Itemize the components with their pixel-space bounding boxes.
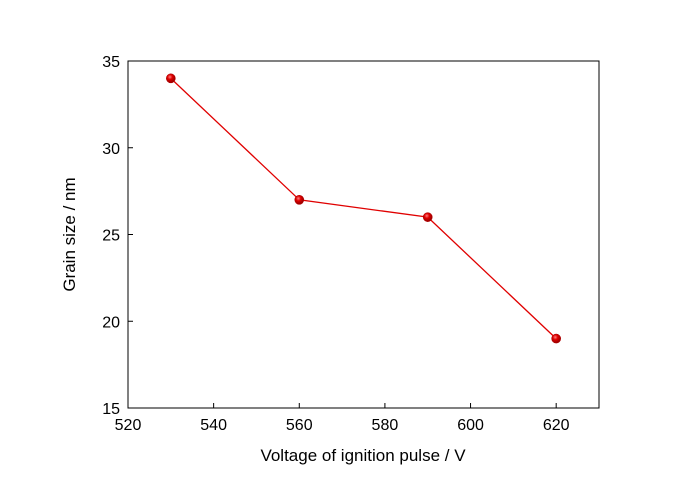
x-tick-label: 520	[115, 417, 142, 434]
y-tick-label: 35	[102, 54, 120, 71]
x-tick-label: 620	[543, 417, 570, 434]
y-tick-label: 30	[102, 141, 120, 158]
series-layer	[166, 73, 561, 344]
data-point	[294, 195, 305, 205]
data-point	[422, 212, 433, 222]
x-tick-label: 540	[200, 417, 227, 434]
plot-frame	[127, 60, 600, 409]
x-axis-label: Voltage of ignition pulse / V	[260, 446, 466, 465]
x-tick-label: 560	[286, 417, 313, 434]
x-tick-label: 600	[457, 417, 484, 434]
data-point	[551, 333, 561, 344]
y-tick-label: 25	[102, 228, 120, 245]
y-axis: 15 20 25 30 35	[102, 54, 133, 418]
y-tick-label: 15	[102, 401, 120, 418]
y-tick-label: 20	[102, 314, 120, 331]
y-axis-label: Grain size / nm	[60, 177, 79, 291]
x-tick-label: 580	[372, 417, 399, 434]
series-line	[170, 77, 557, 340]
x-axis: 520 540 560 580 600 620	[115, 403, 570, 434]
data-point	[166, 73, 176, 84]
